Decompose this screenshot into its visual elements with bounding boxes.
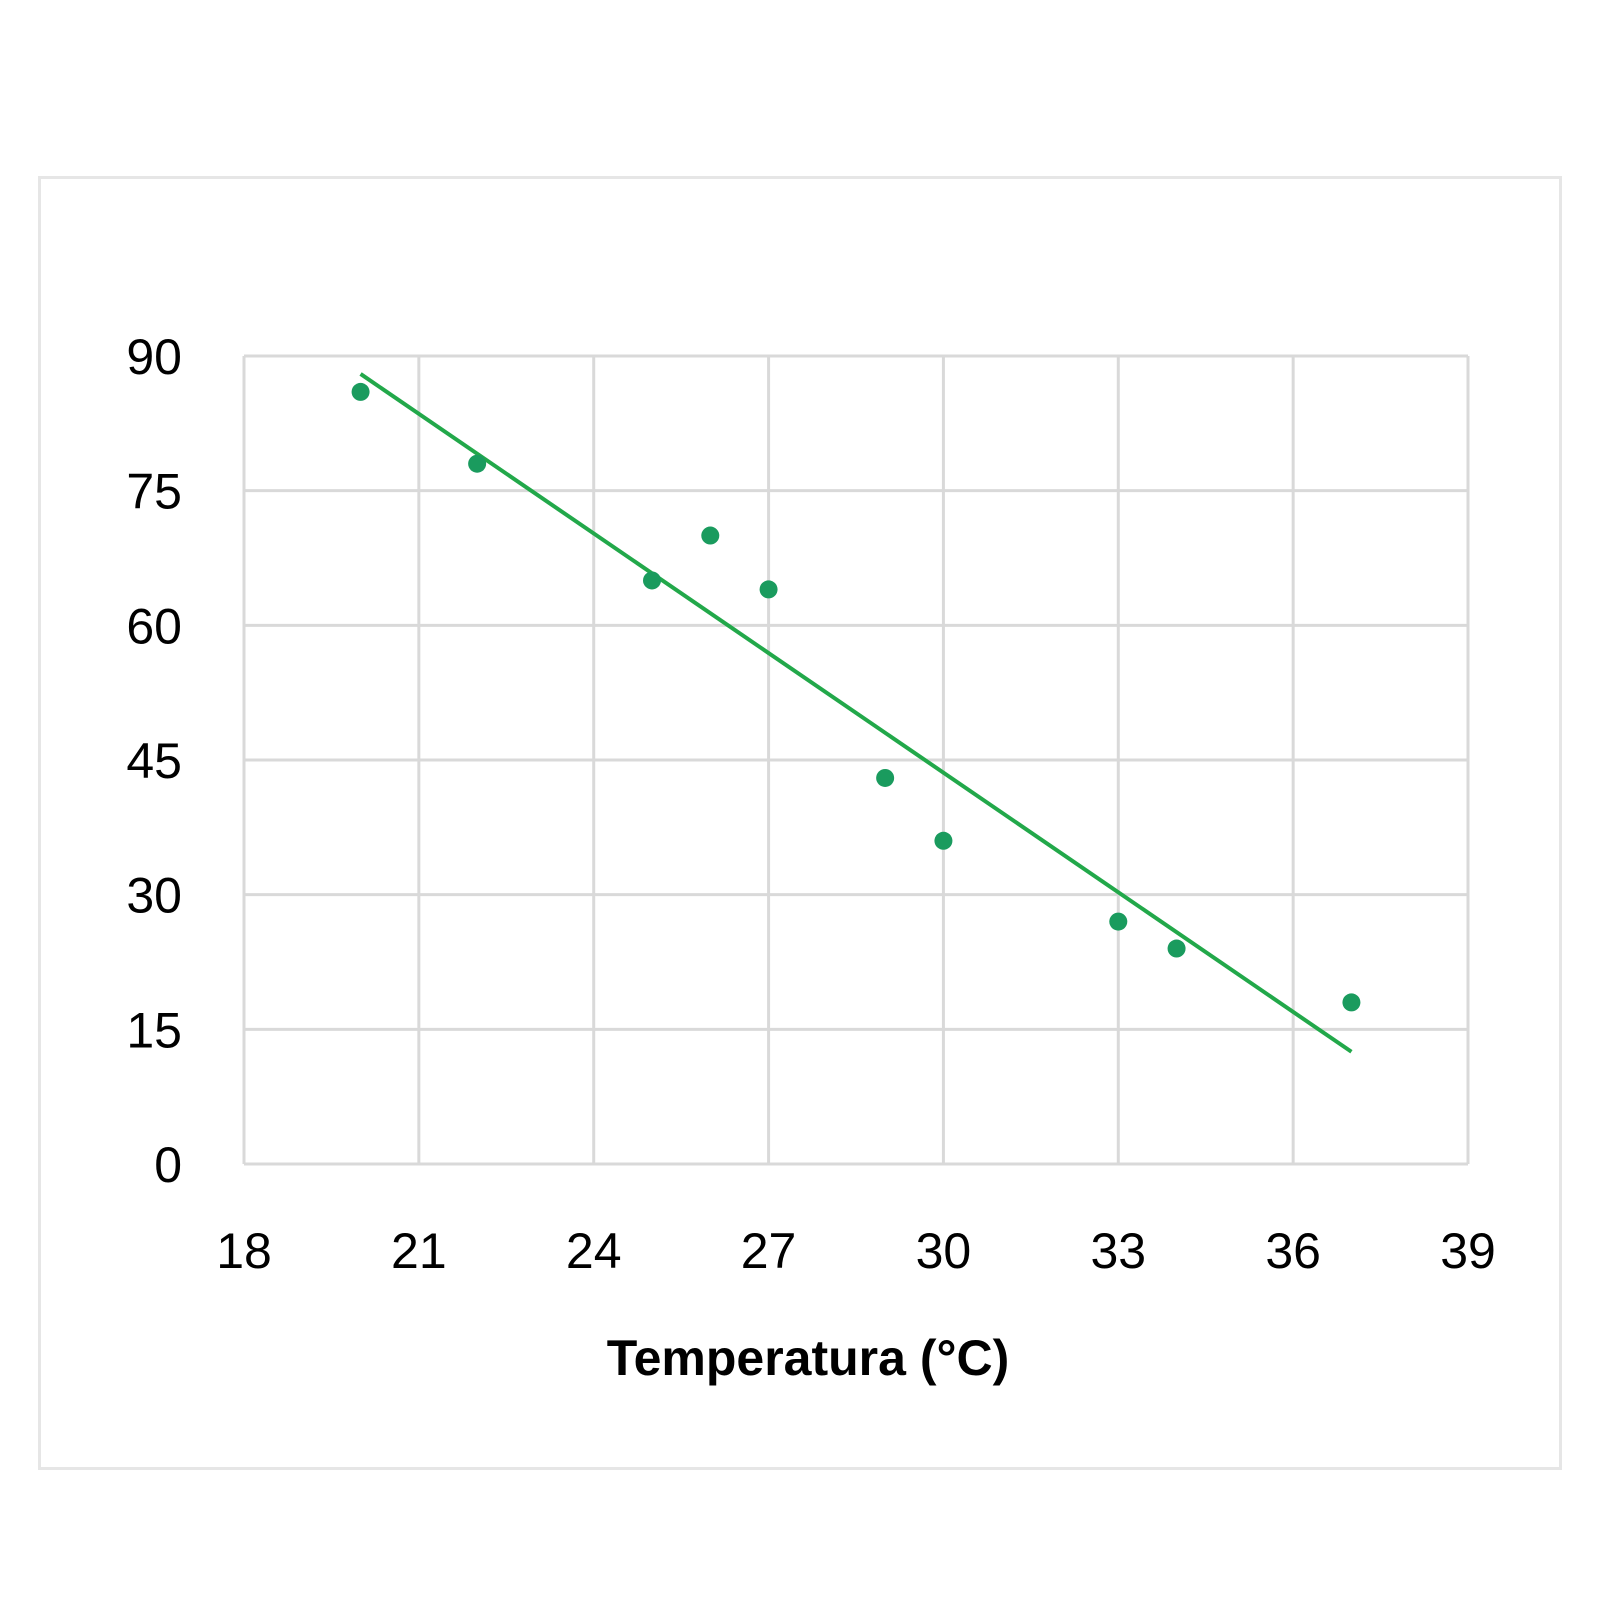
x-tick-label: 18 [216, 1223, 272, 1279]
x-tick-label: 36 [1265, 1223, 1321, 1279]
data-points [351, 382, 1361, 1012]
y-tick-label: 90 [126, 329, 182, 385]
data-point [1109, 912, 1128, 931]
x-tick-label: 39 [1440, 1223, 1496, 1279]
x-tick-label: 33 [1090, 1223, 1146, 1279]
data-point [351, 382, 370, 401]
data-point [701, 526, 720, 545]
x-axis-tick-labels: 18 21 24 27 30 33 36 39 [216, 1223, 1496, 1279]
chart-frame [38, 176, 1562, 1470]
x-axis-title: Temperatura (°C) [607, 1330, 1009, 1386]
y-tick-label: 45 [126, 733, 182, 789]
x-tick-label: 30 [916, 1223, 972, 1279]
x-tick-label: 27 [741, 1223, 797, 1279]
grid [242, 354, 1470, 1166]
trendline-layer [359, 372, 1353, 1054]
data-point [876, 768, 895, 787]
y-tick-label: 75 [126, 464, 182, 520]
data-point [934, 831, 953, 850]
data-point [1167, 939, 1186, 958]
y-tick-label: 15 [126, 1002, 182, 1058]
x-tick-label: 21 [391, 1223, 447, 1279]
y-tick-label: 30 [126, 868, 182, 924]
y-tick-label: 0 [154, 1137, 182, 1193]
x-tick-label: 24 [566, 1223, 622, 1279]
data-point [468, 454, 487, 473]
data-point [759, 580, 778, 599]
trendline [359, 372, 1353, 1054]
data-point [1342, 993, 1361, 1012]
data-point [643, 571, 661, 590]
y-axis-tick-labels: 0 15 30 45 60 75 90 [126, 329, 182, 1193]
y-tick-label: 60 [126, 598, 182, 654]
